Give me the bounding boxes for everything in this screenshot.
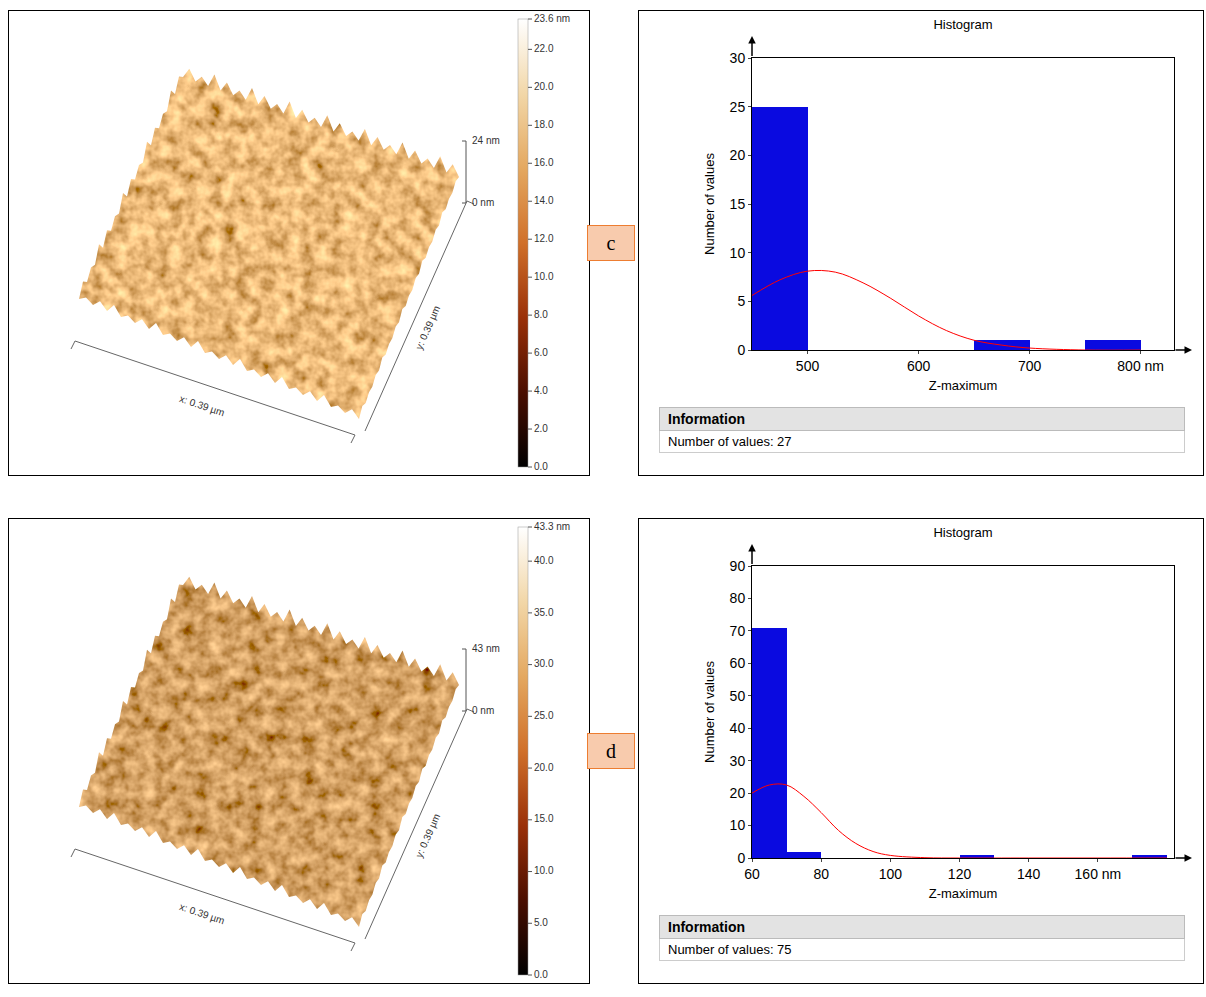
svg-text:10.0: 10.0 bbox=[534, 271, 554, 282]
svg-text:20.0: 20.0 bbox=[534, 81, 554, 92]
svg-text:6.0: 6.0 bbox=[534, 347, 548, 358]
svg-text:Histogram: Histogram bbox=[933, 17, 992, 32]
html-text:c: c bbox=[606, 232, 616, 254]
svg-text:30.0: 30.0 bbox=[534, 658, 554, 669]
svg-text:x: 0.39 µm: x: 0.39 µm bbox=[178, 901, 226, 926]
html-text:Number of values: 75: Number of values: 75 bbox=[668, 942, 792, 957]
svg-text:40.0: 40.0 bbox=[534, 555, 554, 566]
svg-text:14.0: 14.0 bbox=[534, 195, 554, 206]
svg-text:5.0: 5.0 bbox=[534, 917, 548, 928]
svg-text:Z-maximum: Z-maximum bbox=[929, 886, 998, 901]
svg-text:24 nm: 24 nm bbox=[472, 135, 500, 146]
svg-text:y: 0.39 µm: y: 0.39 µm bbox=[413, 812, 442, 859]
svg-text:0: 0 bbox=[737, 342, 745, 358]
svg-text:700: 700 bbox=[1018, 358, 1042, 374]
svg-text:22.0: 22.0 bbox=[534, 43, 554, 54]
svg-text:60: 60 bbox=[730, 655, 746, 671]
svg-text:16.0: 16.0 bbox=[534, 157, 554, 168]
svg-text:20: 20 bbox=[730, 785, 746, 801]
svg-text:Z-maximum: Z-maximum bbox=[929, 378, 998, 393]
svg-text:800 nm: 800 nm bbox=[1117, 358, 1164, 374]
svg-text:70: 70 bbox=[730, 623, 746, 639]
svg-text:140: 140 bbox=[1017, 866, 1041, 882]
svg-text:35.0: 35.0 bbox=[534, 607, 554, 618]
html-text:Information: Information bbox=[668, 411, 745, 427]
svg-text:25: 25 bbox=[730, 99, 746, 115]
svg-text:Number of values: Number of values bbox=[702, 153, 717, 255]
html-text:Information: Information bbox=[668, 919, 745, 935]
svg-text:0.0: 0.0 bbox=[534, 969, 548, 980]
svg-text:20: 20 bbox=[730, 147, 746, 163]
svg-text:12.0: 12.0 bbox=[534, 233, 554, 244]
html-text:Number of values: 27: Number of values: 27 bbox=[668, 434, 792, 449]
svg-text:60: 60 bbox=[744, 866, 760, 882]
svg-text:10.0: 10.0 bbox=[534, 865, 554, 876]
svg-text:20.0: 20.0 bbox=[534, 762, 554, 773]
svg-text:15.0: 15.0 bbox=[534, 813, 554, 824]
svg-text:0: 0 bbox=[737, 850, 745, 866]
svg-text:50: 50 bbox=[730, 688, 746, 704]
svg-text:30: 30 bbox=[730, 50, 746, 66]
svg-text:5: 5 bbox=[737, 293, 745, 309]
svg-text:15: 15 bbox=[730, 196, 746, 212]
svg-text:80: 80 bbox=[730, 590, 746, 606]
svg-text:500: 500 bbox=[796, 358, 820, 374]
svg-text:8.0: 8.0 bbox=[534, 309, 548, 320]
svg-text:43 nm: 43 nm bbox=[472, 643, 500, 654]
svg-text:10: 10 bbox=[730, 245, 746, 261]
svg-text:10: 10 bbox=[730, 817, 746, 833]
svg-text:4.0: 4.0 bbox=[534, 385, 548, 396]
svg-text:x: 0.39 µm: x: 0.39 µm bbox=[178, 393, 226, 418]
svg-text:80: 80 bbox=[813, 866, 829, 882]
svg-text:Number of values: Number of values bbox=[702, 661, 717, 763]
svg-text:y: 0.39 µm: y: 0.39 µm bbox=[413, 304, 442, 351]
svg-text:0.0: 0.0 bbox=[534, 461, 548, 472]
svg-text:120: 120 bbox=[948, 866, 972, 882]
html-text:d: d bbox=[606, 740, 616, 762]
svg-text:Histogram: Histogram bbox=[933, 525, 992, 540]
svg-text:0 nm: 0 nm bbox=[472, 705, 494, 716]
svg-text:30: 30 bbox=[730, 753, 746, 769]
svg-text:90: 90 bbox=[730, 558, 746, 574]
svg-text:43.3 nm: 43.3 nm bbox=[534, 521, 570, 532]
svg-text:600: 600 bbox=[907, 358, 931, 374]
svg-text:0 nm: 0 nm bbox=[472, 197, 494, 208]
svg-text:2.0: 2.0 bbox=[534, 423, 548, 434]
svg-text:40: 40 bbox=[730, 720, 746, 736]
svg-text:100: 100 bbox=[879, 866, 903, 882]
svg-text:18.0: 18.0 bbox=[534, 119, 554, 130]
svg-text:160 nm: 160 nm bbox=[1075, 866, 1122, 882]
svg-text:25.0: 25.0 bbox=[534, 710, 554, 721]
svg-text:23.6 nm: 23.6 nm bbox=[534, 13, 570, 24]
